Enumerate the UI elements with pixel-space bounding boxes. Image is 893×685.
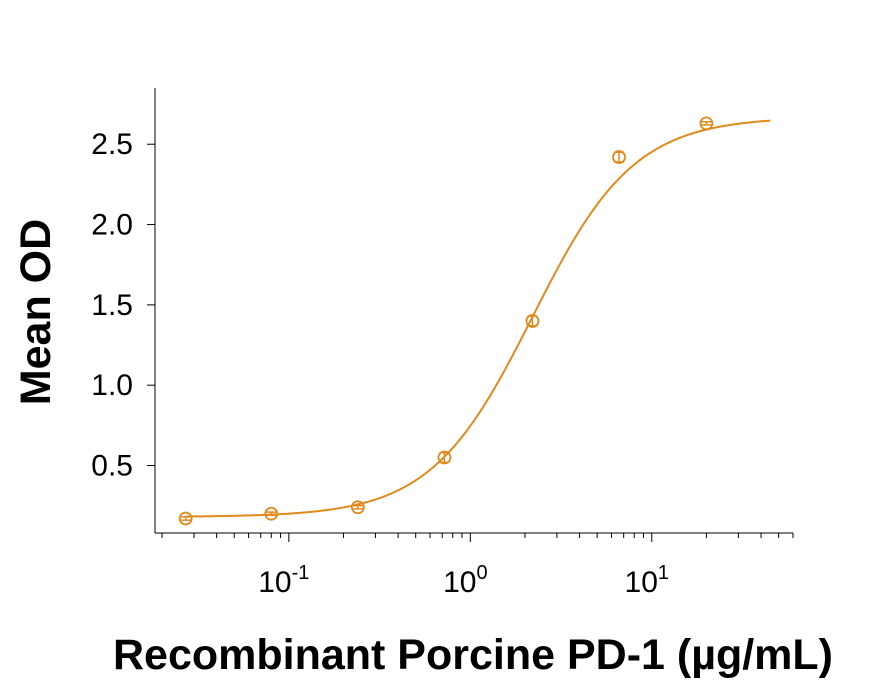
x-tick-label: 101 — [625, 562, 670, 599]
data-point — [264, 506, 279, 521]
data-point — [178, 511, 193, 526]
y-tick-label: 1.0 — [91, 369, 133, 402]
y-tick-label: 1.5 — [91, 289, 133, 322]
data-point — [525, 314, 540, 328]
y-tick-label: 2.5 — [91, 128, 133, 161]
data-point — [437, 450, 452, 465]
fit-curve-group — [185, 119, 771, 518]
x-axis-title: Recombinant Porcine PD-1 (µg/mL) — [113, 631, 833, 679]
y-axis: 0.5 1.0 1.5 2.0 2.5 — [91, 88, 156, 533]
y-tick-label: 2.0 — [91, 209, 133, 242]
y-tick-label: 0.5 — [91, 450, 133, 483]
data-point — [612, 150, 626, 164]
data-point — [350, 500, 365, 515]
x-tick-label: 10-1 — [258, 562, 309, 599]
x-axis: 10-1 100 101 — [155, 532, 794, 599]
data-point — [699, 116, 714, 131]
fit-curve — [185, 119, 771, 518]
y-axis-title: Mean OD — [12, 219, 60, 405]
data-points-group — [178, 116, 714, 526]
x-tick-label: 100 — [443, 562, 488, 599]
